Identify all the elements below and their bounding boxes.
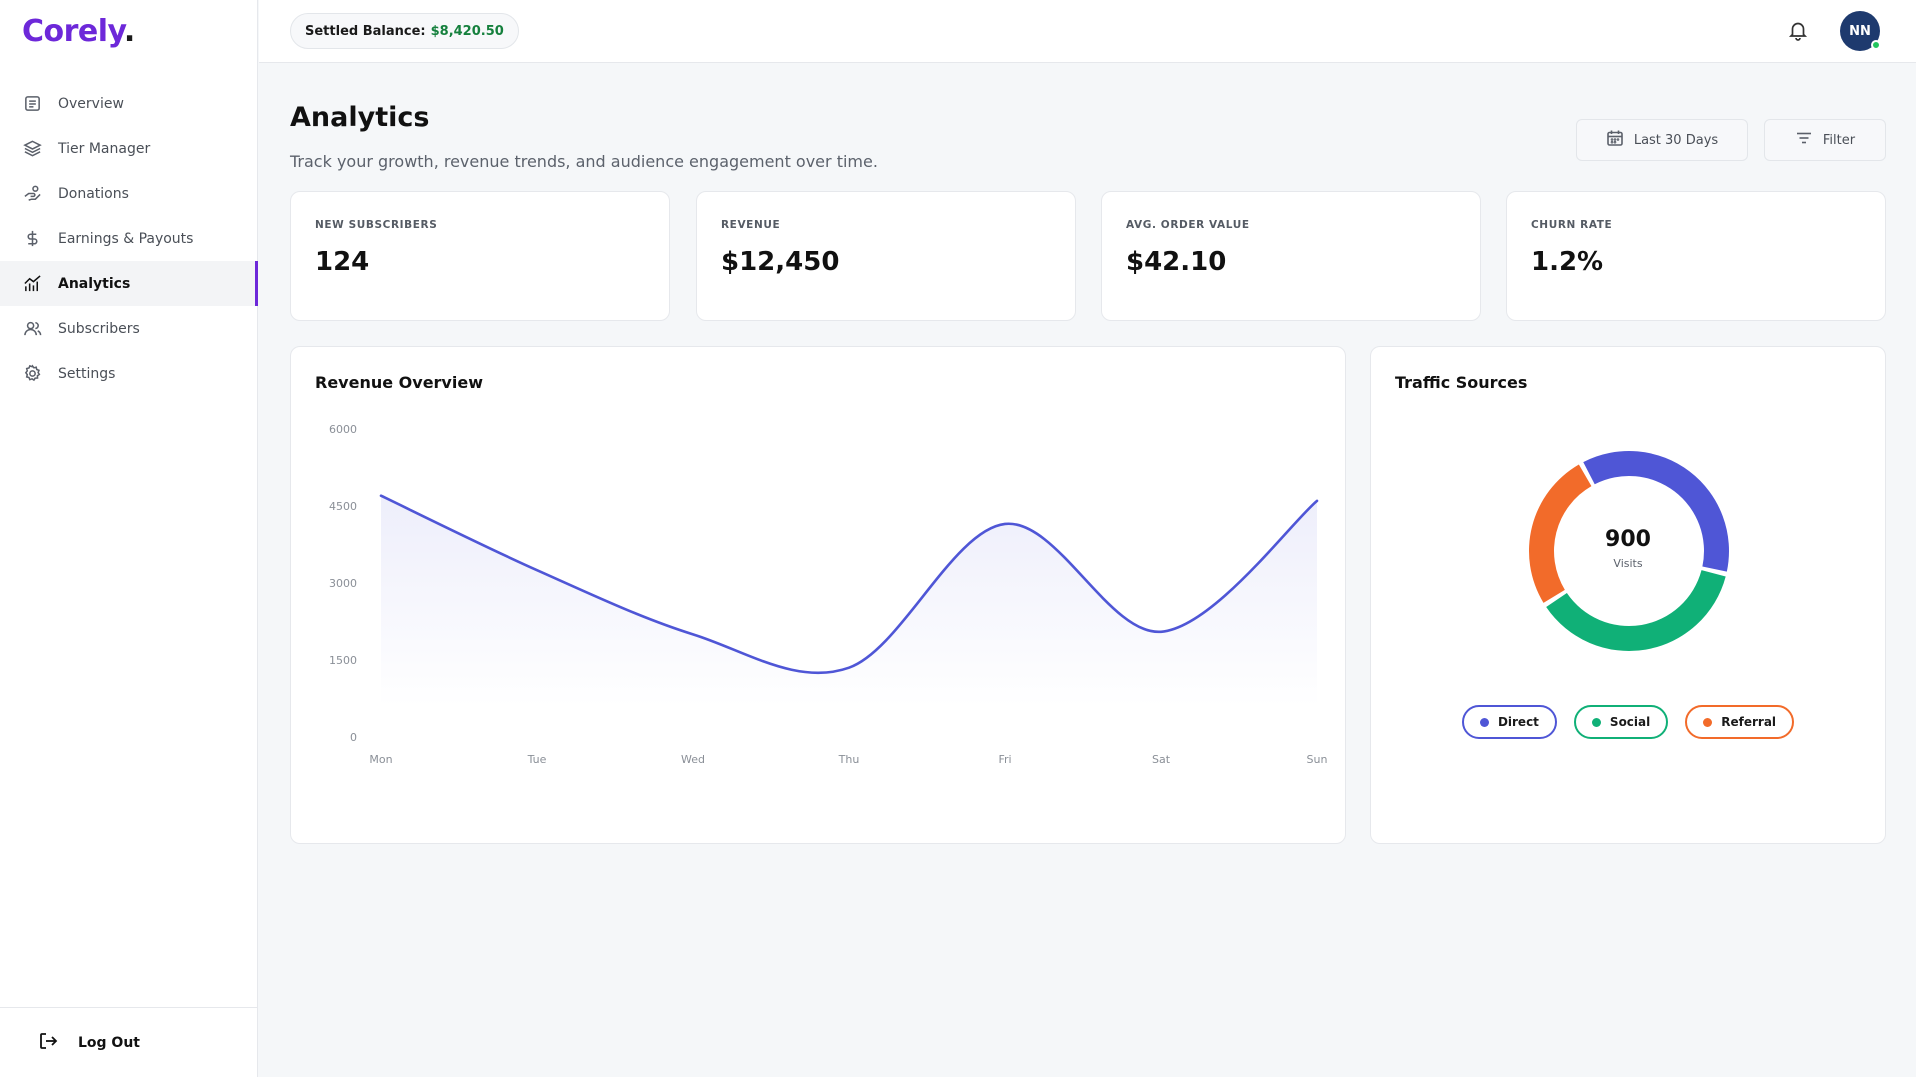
sidebar-item-label: Subscribers: [58, 320, 140, 337]
legend-pill-referral[interactable]: Referral: [1685, 705, 1795, 739]
sidebar-nav: Overview Tier Manager Donations Earnings…: [0, 81, 258, 396]
stat-value: $42.10: [1126, 247, 1227, 277]
revenue-overview-card: Revenue Overview 0 1500 3000 4500 6000 Mon Tue…: [290, 346, 1346, 844]
analytics-icon: [22, 274, 42, 294]
balance-value: $8,420.50: [430, 23, 504, 39]
date-range-label: Last 30 Days: [1633, 132, 1719, 148]
online-status-indicator: [1871, 40, 1881, 50]
page-title: Analytics: [290, 102, 430, 133]
sidebar-item-subscribers[interactable]: Subscribers: [0, 306, 258, 351]
revenue-line-chart: 0 1500 3000 4500 6000 Mon Tue Wed Thu Fri Sat Sun: [329, 423, 1328, 766]
calendar-icon: [1606, 129, 1634, 151]
x-tick-label: Wed: [681, 753, 705, 766]
sidebar-item-tier-manager[interactable]: Tier Manager: [0, 126, 258, 171]
revenue-area: [381, 495, 1317, 707]
donut-center-label: Visits: [1613, 557, 1643, 570]
legend-label: Referral: [1721, 715, 1777, 729]
legend-label: Social: [1609, 715, 1651, 729]
legend-pill-social[interactable]: Social: [1573, 705, 1669, 739]
x-tick-label: Sun: [1307, 753, 1328, 766]
logout-button[interactable]: Log Out: [0, 1007, 258, 1077]
donut-slice-social[interactable]: [1546, 570, 1726, 651]
filter-icon: [1795, 129, 1823, 151]
balance-label: Settled Balance:: [305, 23, 426, 39]
legend-pill-direct[interactable]: Direct: [1461, 705, 1557, 739]
x-tick-label: Tue: [527, 753, 547, 766]
traffic-legend: Direct Social Referral: [1371, 705, 1885, 739]
traffic-donut-chart: [1529, 451, 1729, 651]
top-header: Settled Balance: $8,420.50 NN: [259, 0, 1916, 63]
revenue-card-title: Revenue Overview: [315, 373, 483, 392]
x-tick-label: Thu: [838, 753, 860, 766]
sidebar-item-label: Earnings & Payouts: [58, 230, 194, 247]
page-subtitle: Track your growth, revenue trends, and a…: [290, 152, 878, 171]
y-tick-label: 1500: [329, 654, 357, 667]
stat-value: $12,450: [721, 247, 840, 277]
avatar[interactable]: NN: [1840, 11, 1881, 51]
x-tick-label: Fri: [998, 753, 1011, 766]
filter-label: Filter: [1822, 132, 1856, 148]
filter-button[interactable]: Filter: [1764, 119, 1886, 161]
sidebar-item-label: Overview: [58, 95, 124, 112]
stat-label: NEW SUBSCRIBERS: [315, 219, 438, 231]
stat-card-new-subscribers: NEW SUBSCRIBERS 124: [290, 191, 670, 321]
sidebar-item-analytics[interactable]: Analytics: [0, 261, 258, 306]
y-tick-label: 0: [350, 731, 357, 744]
stat-label: CHURN RATE: [1531, 219, 1613, 231]
users-icon: [22, 319, 42, 339]
logout-icon: [38, 1031, 78, 1055]
sidebar-item-overview[interactable]: Overview: [0, 81, 258, 126]
y-tick-label: 6000: [329, 423, 357, 436]
sidebar-item-label: Analytics: [58, 275, 131, 292]
y-tick-label: 4500: [329, 500, 357, 513]
legend-dot: [1703, 717, 1713, 727]
donut-center-value: 900: [1605, 527, 1651, 552]
sidebar-item-label: Settings: [58, 365, 116, 382]
stat-value: 1.2%: [1531, 247, 1604, 277]
stat-label: AVG. ORDER VALUE: [1126, 219, 1250, 231]
stat-value: 124: [315, 247, 370, 277]
notifications-bell-icon[interactable]: [1787, 19, 1811, 43]
app-logo[interactable]: Corely.: [22, 14, 135, 49]
x-tick-label: Sat: [1152, 753, 1171, 766]
layers-icon: [22, 139, 42, 159]
donation-icon: [22, 184, 42, 204]
stat-card-revenue: REVENUE $12,450: [696, 191, 1076, 321]
y-tick-label: 3000: [329, 577, 357, 590]
x-tick-label: Mon: [369, 753, 392, 766]
stat-card-churn-rate: CHURN RATE 1.2%: [1506, 191, 1886, 321]
avatar-initials: NN: [1849, 23, 1871, 39]
donut-slice-direct[interactable]: [1583, 451, 1729, 572]
sidebar-item-donations[interactable]: Donations: [0, 171, 258, 216]
stat-card-avg-order-value: AVG. ORDER VALUE $42.10: [1101, 191, 1481, 321]
legend-dot: [1479, 717, 1489, 727]
settled-balance-badge: Settled Balance: $8,420.50: [290, 13, 519, 49]
sidebar-item-label: Donations: [58, 185, 129, 202]
logout-label: Log Out: [78, 1034, 140, 1051]
sidebar-item-label: Tier Manager: [58, 140, 151, 157]
stat-label: REVENUE: [721, 219, 781, 231]
donut-slice-referral[interactable]: [1529, 464, 1592, 603]
sidebar-item-earnings-payouts[interactable]: Earnings & Payouts: [0, 216, 258, 261]
gear-icon: [22, 364, 42, 384]
document-icon: [22, 94, 42, 114]
sidebar: Corely. Overview Tier Manager Donations …: [0, 0, 258, 1077]
traffic-sources-card: Traffic Sources 900 Visits Direct Social…: [1370, 346, 1886, 844]
date-range-button[interactable]: Last 30 Days: [1576, 119, 1748, 161]
dollar-icon: [22, 229, 42, 249]
legend-dot: [1591, 717, 1601, 727]
traffic-card-title: Traffic Sources: [1395, 373, 1528, 392]
revenue-line: [379, 494, 1319, 675]
sidebar-item-settings[interactable]: Settings: [0, 351, 258, 396]
legend-label: Direct: [1497, 715, 1539, 729]
